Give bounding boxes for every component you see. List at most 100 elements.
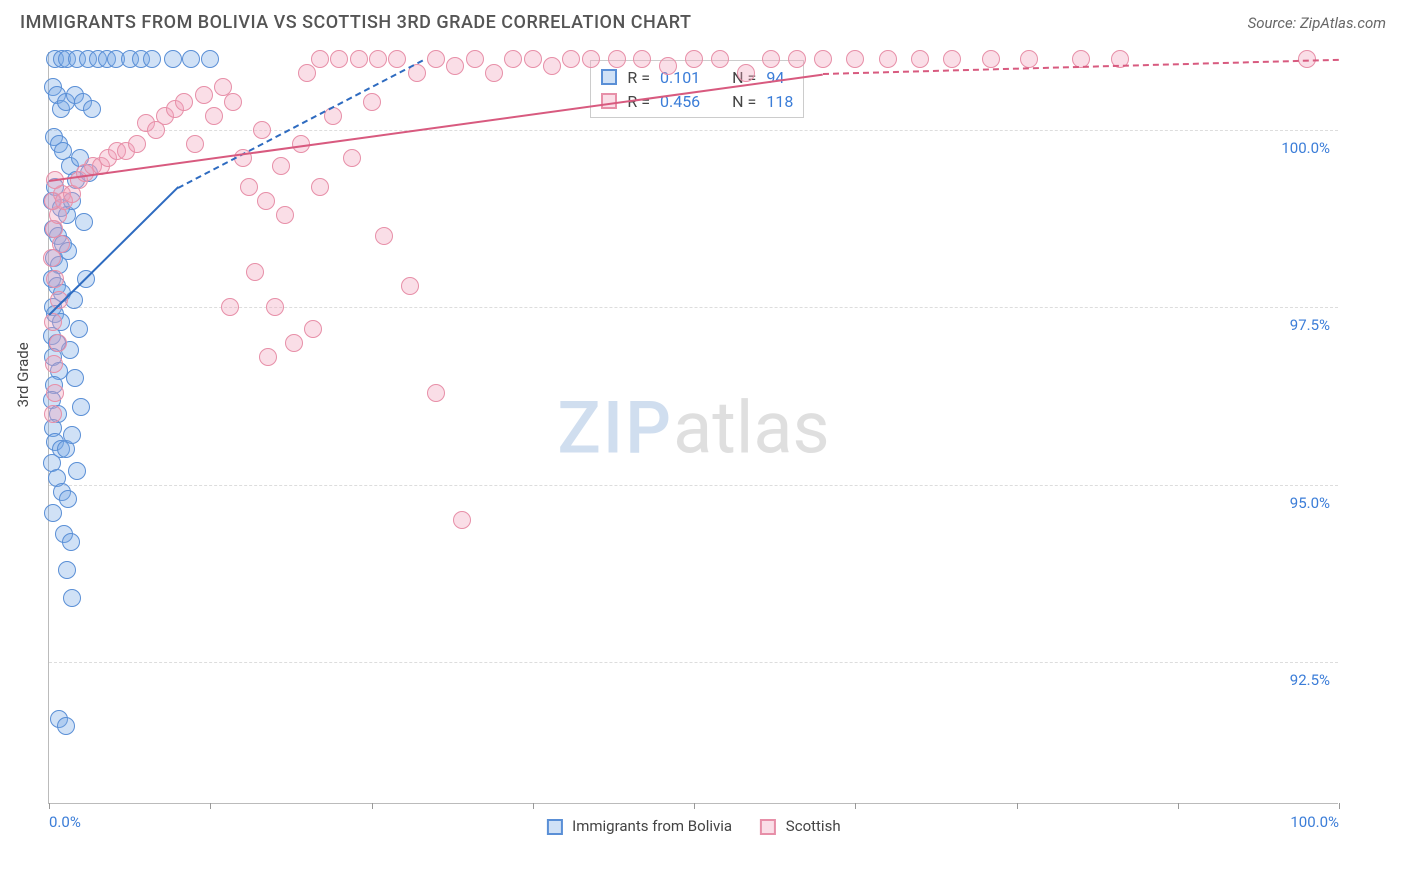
xtick-mark: [372, 803, 373, 809]
scatter-point-series-1: [50, 291, 68, 309]
scatter-point-series-1: [485, 64, 503, 82]
scatter-point-series-1: [879, 50, 897, 68]
scatter-point-series-1: [788, 50, 806, 68]
trend-line: [49, 73, 823, 181]
scatter-point-series-1: [453, 511, 471, 529]
scatter-point-series-1: [943, 50, 961, 68]
legend-swatch-series-0: [546, 819, 562, 835]
scatter-point-series-1: [246, 263, 264, 281]
scatter-point-series-1: [633, 50, 651, 68]
chart-header: IMMIGRANTS FROM BOLIVIA VS SCOTTISH 3RD …: [0, 0, 1406, 41]
scatter-point-series-1: [304, 320, 322, 338]
legend-swatch-series-1: [760, 819, 776, 835]
scatter-point-series-1: [401, 277, 419, 295]
ytick-label: 100.0%: [1281, 139, 1330, 157]
scatter-point-series-0: [58, 561, 76, 579]
xtick-label: 100.0%: [1290, 813, 1339, 831]
scatter-point-series-0: [201, 50, 219, 68]
scatter-point-series-1: [375, 227, 393, 245]
scatter-point-series-0: [66, 369, 84, 387]
xtick-mark: [1339, 803, 1340, 809]
chart-title: IMMIGRANTS FROM BOLIVIA VS SCOTTISH 3RD …: [20, 12, 692, 33]
stats-n-value-1: 118: [766, 92, 793, 111]
scatter-point-series-1: [504, 50, 522, 68]
stats-n-value-0: 94: [766, 68, 784, 87]
scatter-point-series-1: [388, 50, 406, 68]
scatter-point-series-1: [343, 149, 361, 167]
scatter-point-series-1: [205, 107, 223, 125]
scatter-point-series-1: [330, 50, 348, 68]
legend-item-series-0: Immigrants from Bolivia: [546, 817, 732, 835]
scatter-point-series-1: [44, 313, 62, 331]
stats-swatch-series-1: [601, 93, 617, 109]
scatter-point-series-0: [143, 50, 161, 68]
scatter-point-series-1: [253, 121, 271, 139]
scatter-point-series-1: [46, 270, 64, 288]
scatter-point-series-1: [175, 93, 193, 111]
legend-label-series-1: Scottish: [786, 817, 841, 835]
xtick-mark: [49, 803, 50, 809]
scatter-point-series-1: [524, 50, 542, 68]
scatter-point-series-0: [68, 462, 86, 480]
scatter-point-series-1: [224, 93, 242, 111]
scatter-point-series-1: [45, 355, 63, 373]
y-axis-title: 3rd Grade: [14, 342, 32, 407]
scatter-point-series-1: [911, 50, 929, 68]
xtick-mark: [1178, 803, 1179, 809]
xtick-mark: [533, 803, 534, 809]
chart-source: Source: ZipAtlas.com: [1248, 14, 1386, 32]
scatter-point-series-1: [466, 50, 484, 68]
scatter-point-series-0: [44, 504, 62, 522]
scatter-point-series-0: [72, 398, 90, 416]
scatter-point-series-0: [70, 320, 88, 338]
watermark-part1: ZIP: [557, 385, 673, 470]
scatter-point-series-1: [814, 50, 832, 68]
xtick-mark: [210, 803, 211, 809]
scatter-point-series-1: [44, 405, 62, 423]
source-label: Source:: [1248, 14, 1297, 32]
scatter-point-series-1: [846, 50, 864, 68]
scatter-point-series-1: [266, 298, 284, 316]
legend-label-series-0: Immigrants from Bolivia: [572, 817, 732, 835]
scatter-point-series-1: [582, 50, 600, 68]
scatter-point-series-0: [63, 426, 81, 444]
scatter-point-series-1: [257, 192, 275, 210]
scatter-point-series-1: [311, 178, 329, 196]
scatter-point-series-1: [608, 50, 626, 68]
scatter-point-series-1: [186, 135, 204, 153]
scatter-point-series-1: [46, 384, 64, 402]
stats-r-label-0: R =: [627, 68, 650, 87]
source-name: ZipAtlas.com: [1300, 14, 1386, 32]
scatter-point-series-1: [1020, 50, 1038, 68]
scatter-point-series-0: [75, 213, 93, 231]
stats-n-label-1: N =: [732, 92, 756, 111]
scatter-chart: ZIPatlas R = 0.101 N = 94 R = 0.456 N = …: [48, 52, 1338, 804]
ytick-label: 92.5%: [1290, 671, 1330, 689]
xtick-mark: [855, 803, 856, 809]
xtick-label: 0.0%: [49, 813, 81, 831]
scatter-point-series-1: [737, 64, 755, 82]
xtick-mark: [694, 803, 695, 809]
scatter-point-series-1: [363, 93, 381, 111]
scatter-point-series-1: [128, 135, 146, 153]
scatter-point-series-1: [276, 206, 294, 224]
stats-legend-box: R = 0.101 N = 94 R = 0.456 N = 118: [590, 60, 804, 118]
scatter-point-series-1: [762, 50, 780, 68]
ytick-label: 97.5%: [1290, 316, 1330, 334]
xtick-mark: [1017, 803, 1018, 809]
scatter-point-series-1: [311, 50, 329, 68]
bottom-legend: Immigrants from Bolivia Scottish: [546, 817, 840, 835]
scatter-point-series-0: [182, 50, 200, 68]
scatter-point-series-1: [446, 57, 464, 75]
stats-swatch-series-0: [601, 69, 617, 85]
scatter-point-series-0: [59, 490, 77, 508]
gridline-h: [49, 662, 1338, 663]
gridline-h: [49, 130, 1338, 131]
scatter-point-series-1: [259, 348, 277, 366]
scatter-point-series-0: [164, 50, 182, 68]
scatter-point-series-1: [982, 50, 1000, 68]
stats-row-series-0: R = 0.101 N = 94: [601, 65, 793, 89]
scatter-point-series-1: [240, 178, 258, 196]
scatter-point-series-0: [57, 717, 75, 735]
watermark: ZIPatlas: [557, 385, 829, 470]
